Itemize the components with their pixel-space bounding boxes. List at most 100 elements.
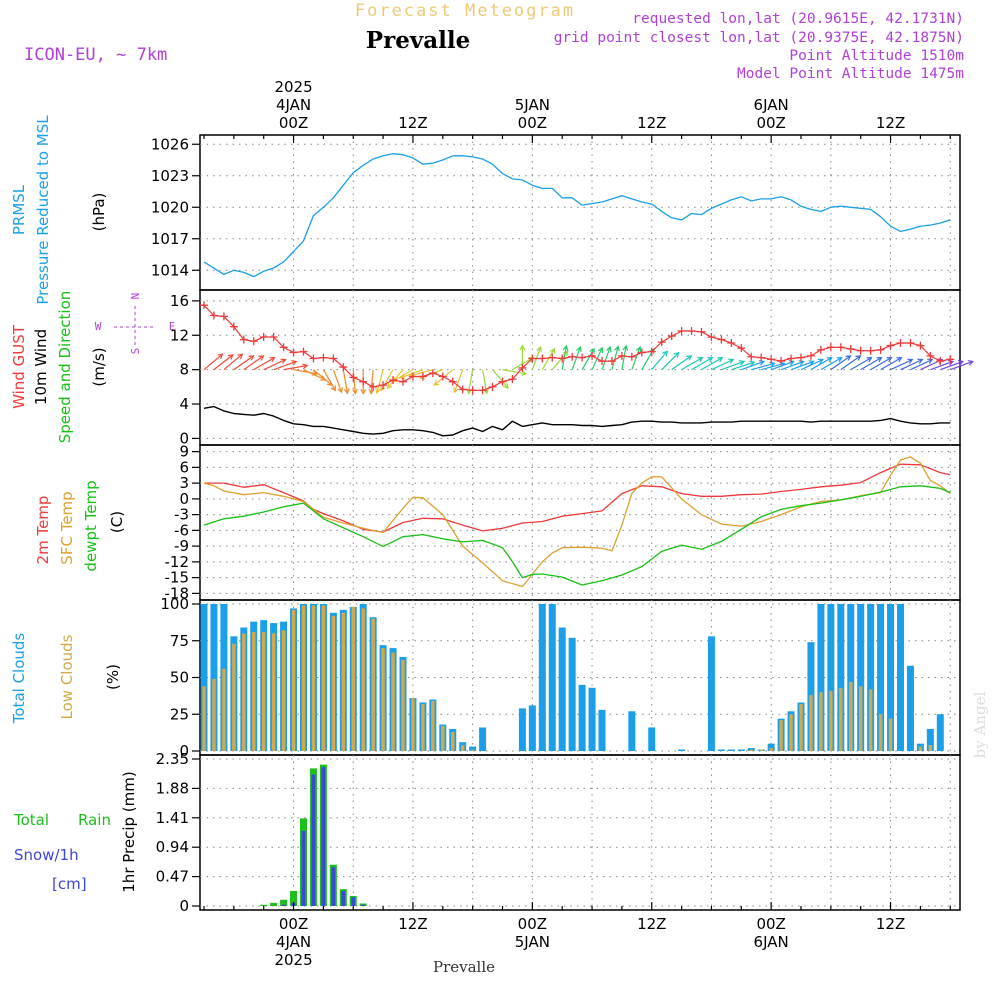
gust-marker bbox=[667, 332, 676, 341]
wind-direction-arrow bbox=[213, 354, 234, 371]
wind-direction-arrow bbox=[332, 369, 343, 393]
y-tick-label: -9 bbox=[174, 537, 189, 555]
low-clouds-bar bbox=[212, 678, 216, 751]
y-tick-label: -15 bbox=[165, 569, 190, 587]
snow-label: Snow/1h bbox=[14, 846, 79, 864]
low-clouds-bar bbox=[799, 703, 803, 751]
gust-marker bbox=[806, 351, 815, 360]
y-tick-label: -12 bbox=[165, 553, 190, 571]
time-label-top: 4JAN bbox=[276, 96, 311, 114]
low-clouds-bar bbox=[391, 652, 395, 751]
gust-marker bbox=[787, 354, 796, 363]
time-label-top: 12Z bbox=[876, 114, 905, 132]
gust-marker bbox=[926, 351, 935, 360]
gust-marker bbox=[319, 353, 328, 362]
wind-arrow-head bbox=[836, 356, 843, 363]
low-clouds-bar bbox=[789, 714, 793, 751]
wind-direction-arrow bbox=[870, 357, 892, 371]
low-clouds-bar bbox=[232, 643, 236, 751]
gust-marker bbox=[627, 352, 636, 361]
snow-bar bbox=[361, 904, 366, 906]
gust-marker bbox=[349, 373, 358, 382]
total-clouds-bar bbox=[847, 604, 855, 751]
y-tick-label: 4 bbox=[179, 395, 189, 413]
wind-arrow-head bbox=[817, 358, 824, 364]
y-tick-label: 2.35 bbox=[156, 750, 189, 768]
gust-marker bbox=[468, 386, 477, 395]
gust-marker bbox=[617, 351, 626, 360]
time-label-top: 12Z bbox=[637, 114, 666, 132]
gust-marker bbox=[309, 354, 318, 363]
y-tick-label: 1.41 bbox=[156, 809, 189, 827]
wind-direction-arrow bbox=[453, 369, 464, 393]
time-label-bottom: 5JAN bbox=[515, 933, 550, 951]
low-clouds-bar bbox=[361, 608, 365, 751]
gust-marker bbox=[239, 335, 248, 344]
wind-direction-arrow bbox=[810, 357, 833, 371]
wind-direction-arrow bbox=[467, 369, 474, 394]
wind-arrow-head bbox=[606, 345, 612, 353]
wind-direction-arrow bbox=[253, 357, 275, 371]
low-clouds-bar bbox=[749, 749, 753, 751]
wind-direction-arrow bbox=[601, 346, 611, 370]
low-clouds-bar bbox=[888, 718, 893, 751]
gust-marker bbox=[687, 326, 696, 335]
wind-arrow-head bbox=[536, 345, 542, 353]
requested-coords: requested lon,lat (20.9615E, 42.1731N) bbox=[632, 11, 964, 27]
gust-marker bbox=[518, 363, 527, 372]
low-clouds-bar bbox=[431, 701, 435, 751]
wind-direction-arrow bbox=[840, 355, 861, 371]
wind-arrow-head bbox=[662, 350, 669, 357]
precip-unit: 1hr Precip (mm) bbox=[120, 771, 138, 892]
wind-arrow-head bbox=[503, 382, 509, 389]
low-clouds-bar bbox=[411, 698, 415, 751]
low-clouds-bar bbox=[222, 668, 226, 751]
y-tick-label: 50 bbox=[170, 669, 189, 687]
wind-direction-arrow bbox=[376, 369, 384, 393]
wind-arrow-head bbox=[686, 355, 693, 361]
gust-marker bbox=[408, 372, 417, 381]
wind-arrow-head bbox=[360, 389, 367, 395]
time-label-bottom: 00Z bbox=[518, 915, 547, 933]
dewpt-line bbox=[203, 485, 951, 586]
wind-arrow-head bbox=[258, 355, 265, 361]
low-clouds-bar bbox=[918, 746, 923, 751]
wind-arrow-head bbox=[576, 345, 582, 353]
low-clouds-bar bbox=[878, 714, 883, 751]
wind-arrow-head bbox=[635, 345, 642, 353]
rain-bar bbox=[270, 902, 278, 906]
time-label-bottom: 00Z bbox=[279, 915, 308, 933]
wind-arrow-head bbox=[375, 387, 381, 395]
snow-bar bbox=[301, 830, 306, 906]
gust-marker bbox=[200, 301, 208, 310]
y-tick-label: 0.94 bbox=[156, 838, 189, 856]
wind-direction-arrow bbox=[741, 360, 765, 371]
wind-arrow-head bbox=[707, 356, 714, 363]
gust-marker bbox=[777, 357, 786, 366]
wind-arrow-head bbox=[433, 380, 440, 386]
credit-watermark: by Angel bbox=[971, 691, 989, 758]
time-label-top: 6JAN bbox=[754, 96, 789, 114]
wind-direction-arrow bbox=[322, 369, 336, 391]
sfc-temp-label: SFC Temp bbox=[58, 491, 76, 564]
low-clouds-bar bbox=[202, 686, 206, 751]
wind-direction-arrow bbox=[770, 360, 794, 371]
wind-direction-arrow bbox=[880, 357, 902, 371]
low-clouds-bar bbox=[928, 745, 933, 751]
gust-marker bbox=[588, 351, 597, 360]
wind-direction-arrow bbox=[492, 369, 509, 389]
total-clouds-bar bbox=[548, 604, 556, 751]
pressure-label-short: PRMSL bbox=[10, 184, 28, 235]
y-tick-label: 0 bbox=[179, 742, 189, 760]
low-clouds-bar bbox=[262, 631, 266, 751]
wind-arrow-head bbox=[826, 356, 833, 363]
low-clouds-bar bbox=[809, 695, 813, 751]
low-clouds-bar bbox=[849, 681, 853, 751]
low-clouds-bar bbox=[341, 612, 345, 751]
wind-arrow-head bbox=[380, 385, 386, 392]
wind-arrow-head bbox=[876, 356, 883, 363]
wind-direction-arrow bbox=[651, 350, 668, 371]
wind-arrow-head bbox=[519, 344, 526, 351]
wind-arrow-head bbox=[597, 346, 604, 353]
temp2m-line bbox=[204, 463, 951, 533]
